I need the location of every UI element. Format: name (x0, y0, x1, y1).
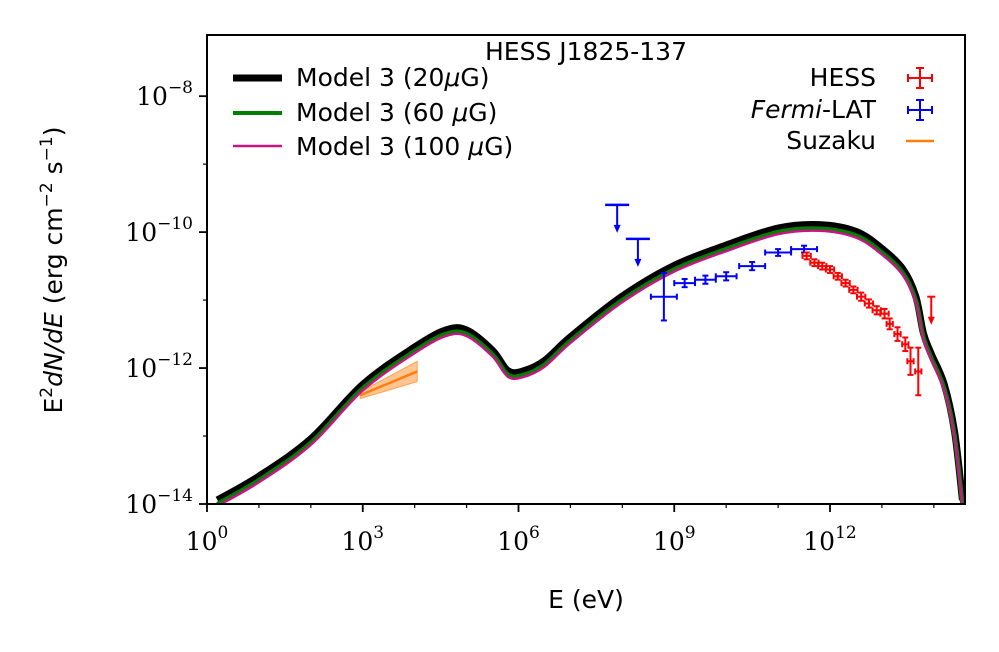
fermi-point-0 (649, 271, 678, 322)
hess-point-4 (832, 271, 843, 281)
hess-point-15 (914, 346, 923, 397)
x-axis-label: E (eV) (548, 585, 624, 614)
fermi-point-3 (714, 271, 738, 282)
y-label-units-sup2: −1 (37, 136, 57, 161)
hess-point-13 (901, 336, 910, 353)
fermi-upper-limit-1 (625, 237, 650, 267)
x-tick-label-0: 100 (186, 523, 229, 556)
legend-label-suzaku: Suzaku (786, 126, 876, 155)
legend-label-100ug: Model 3 (100 μG) (296, 132, 513, 161)
y-label-units-sup1: −2 (37, 182, 57, 207)
hess-point-10 (879, 307, 890, 320)
legend-marker-fermi (907, 99, 933, 121)
hess-point-11 (885, 317, 894, 331)
hess-point-14 (906, 346, 915, 376)
fermi-upper-limit-0 (605, 203, 630, 233)
y-tick-label-1: 10−12 (125, 350, 193, 383)
y-label-units-end: ) (39, 126, 68, 136)
x-tick-label-3: 109 (653, 523, 696, 556)
y-tick-label-0: 10−14 (125, 486, 193, 519)
hess-point-5 (840, 278, 851, 288)
hess-point-9 (871, 305, 882, 316)
suzaku-line (359, 370, 418, 397)
hess-point-8 (863, 298, 875, 309)
legend-data: HESS Fermi-LAT Suzaku (751, 63, 934, 155)
hess-point-2 (817, 261, 828, 271)
hess-point-6 (848, 285, 859, 295)
legend-marker-hess (907, 67, 933, 89)
series-layer (215, 220, 965, 504)
y-axis-label: E2dN/dE (erg cm−2 s−1) (37, 126, 68, 413)
hess-upper-limit-0 (927, 295, 936, 325)
x-tick-label-1: 103 (341, 523, 384, 556)
fermi-point-4 (738, 261, 767, 272)
legend-label-fermi: Fermi-LAT (751, 95, 877, 124)
ticks-layer: 100 103 106 109 1012 10−14 10−12 10−10 10−8 (125, 78, 935, 556)
legend-label-60ug: Model 3 (60 μG) (296, 98, 497, 127)
chart-title: HESS J1825-137 (485, 37, 687, 66)
y-label-units: (erg cm (39, 207, 68, 312)
hess-point-7 (856, 291, 867, 302)
y-tick-label-3: 10−8 (136, 78, 193, 111)
plot-frame (206, 34, 966, 505)
x-tick-label-4: 1012 (803, 523, 856, 556)
fermi-point-2 (694, 274, 717, 285)
y-label-math: dN/dE (39, 312, 68, 387)
legend-label-20ug: Model 3 (20μG) (296, 63, 489, 92)
y-label-sup: 2 (37, 387, 57, 398)
hess-point-12 (893, 326, 902, 342)
legend-models: Model 3 (20μG) Model 3 (60 μG) Model 3 (… (233, 63, 513, 161)
y-tick-label-2: 10−10 (125, 214, 193, 247)
legend-label-hess: HESS (810, 63, 876, 92)
model-100ug-line (218, 229, 964, 504)
y-label-prefix: E (39, 398, 68, 414)
x-tick-label-2: 106 (497, 523, 540, 556)
data-layer (605, 203, 936, 397)
hess-point-0 (801, 251, 812, 261)
hess-point-3 (824, 265, 836, 274)
y-label-units-mid: s (39, 161, 68, 182)
